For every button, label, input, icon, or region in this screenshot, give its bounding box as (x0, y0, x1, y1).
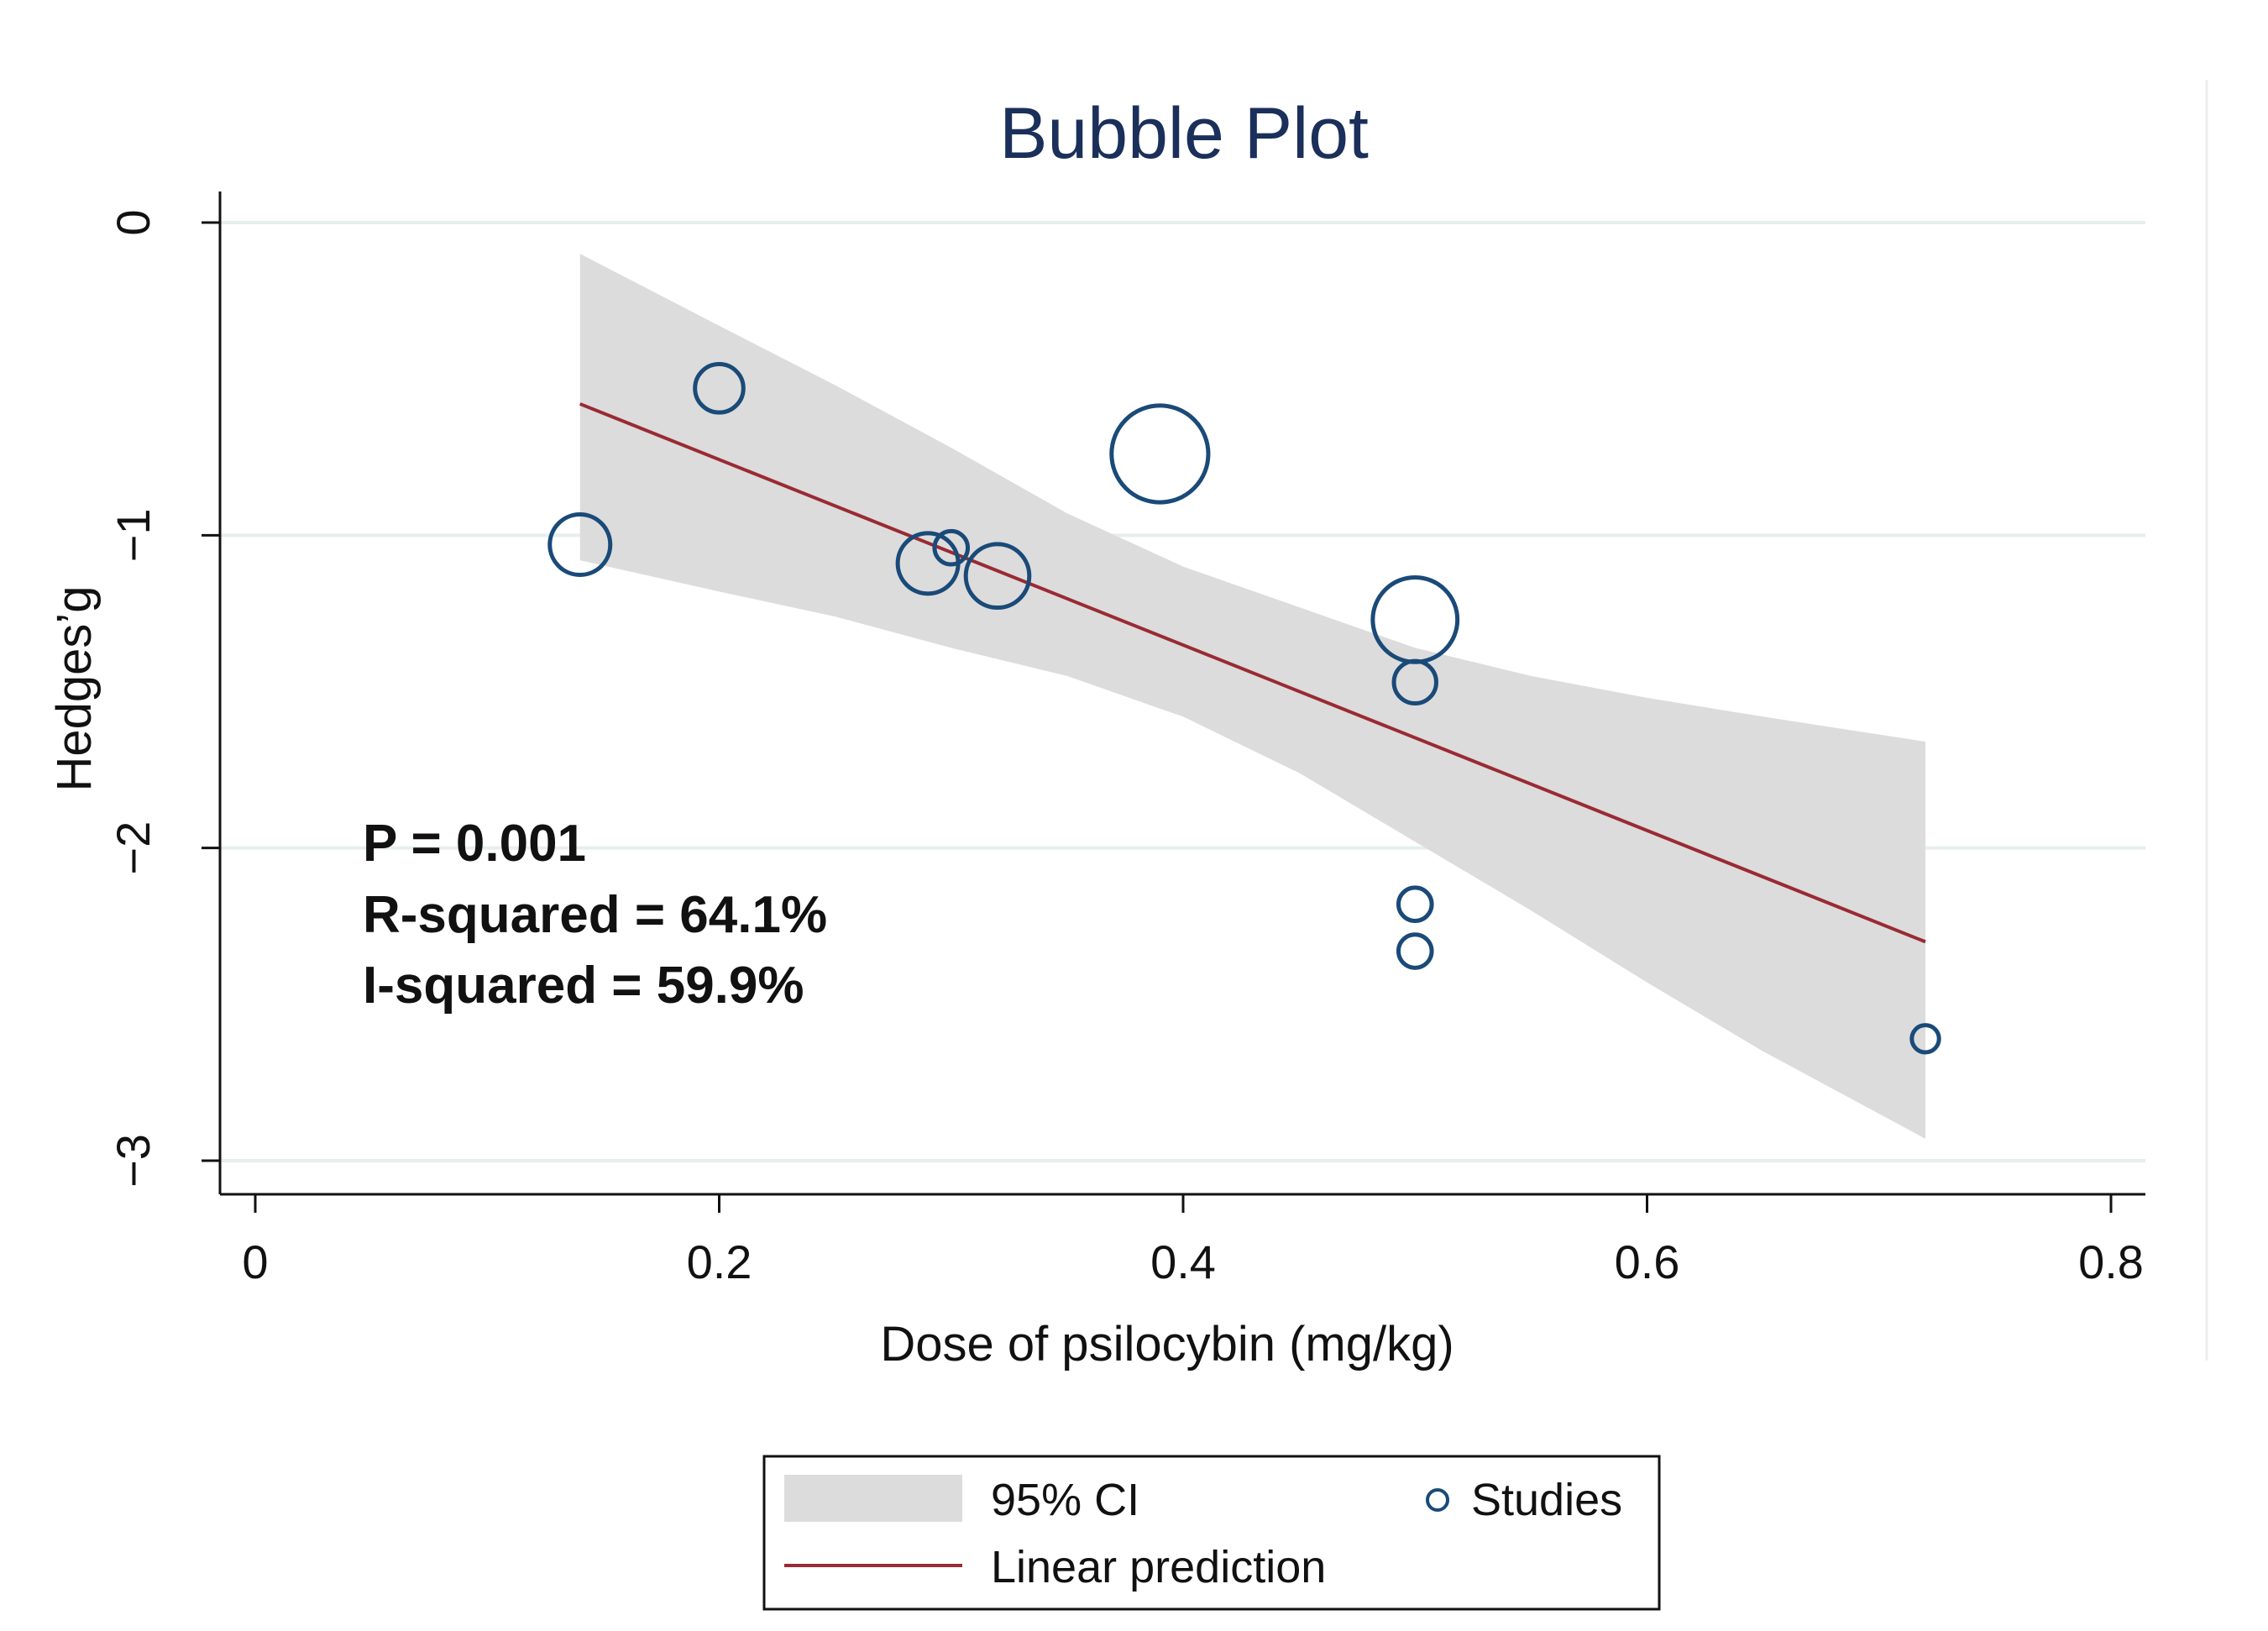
y-tick-label: −1 (107, 508, 160, 562)
prediction-line-group (579, 402, 1926, 944)
study-bubble (693, 362, 746, 415)
y-axis-title: Hedges’g (47, 585, 102, 791)
stats-annotation: P = 0.001 R-squared = 64.1% I-squared = … (363, 815, 827, 1015)
study-bubble (1909, 1023, 1941, 1055)
study-bubble (1391, 658, 1438, 706)
study-bubble (963, 542, 1032, 611)
legend-band-swatch (784, 1475, 962, 1522)
legend-studies-label: Studies (1471, 1475, 1622, 1525)
legend-ci-label: 95% CI (991, 1475, 1139, 1525)
x-tick-label: 0 (242, 1235, 268, 1288)
x-axis-title: Dose of psilocybin (mg/kg) (880, 1317, 1454, 1371)
legend-marker-swatch (1426, 1488, 1449, 1512)
legend-line-label: Linear prediction (991, 1542, 1326, 1592)
confidence-band-group (579, 254, 1925, 1139)
r-squared-text: R-squared = 64.1% (363, 886, 827, 944)
x-tick-label: 0.8 (2078, 1235, 2144, 1288)
linear-prediction-line (579, 402, 1926, 944)
confidence-band (579, 254, 1925, 1139)
y-tick-label: 0 (107, 209, 160, 235)
axes: 0 0.2 0.4 0.6 0.8 0 −1 −2 −3 (107, 191, 2145, 1288)
x-tick-label: 0.2 (687, 1235, 752, 1288)
study-bubble (547, 512, 613, 578)
y-tick-label: −3 (107, 1134, 160, 1188)
y-tick-label: −2 (107, 821, 160, 875)
chart-title: Bubble Plot (999, 93, 1369, 174)
study-bubble (1396, 885, 1434, 923)
study-bubble (1109, 403, 1211, 505)
study-markers (547, 362, 1941, 1055)
i-squared-text: I-squared = 59.9% (363, 957, 804, 1015)
p-value-text: P = 0.001 (363, 815, 586, 873)
study-bubble (1396, 932, 1434, 970)
x-tick-label: 0.6 (1615, 1235, 1680, 1288)
study-bubble (932, 528, 971, 567)
x-tick-label: 0.4 (1150, 1235, 1216, 1288)
legend: 95% CI Studies Linear prediction (762, 1455, 1661, 1611)
